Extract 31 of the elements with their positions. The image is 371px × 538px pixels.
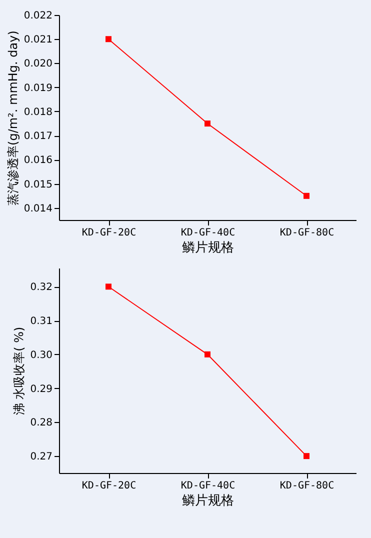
y-tick-label: 0.022 bbox=[24, 10, 52, 22]
y-tick-label: 0.32 bbox=[30, 282, 52, 294]
y-tick-label: 0.015 bbox=[24, 179, 52, 190]
x-tick-label: KD-GF-80C bbox=[280, 480, 334, 492]
x-tick-label: KD-GF-20C bbox=[82, 480, 136, 492]
point bbox=[204, 120, 210, 127]
y-tick-label: 0.016 bbox=[24, 155, 52, 166]
y-axis-title: 蒸汽渗透率(g/m². mmHg. day) bbox=[6, 30, 20, 206]
x-tick-label: KD-GF-20C bbox=[82, 228, 136, 238]
x-tick-label: KD-GF-80C bbox=[280, 228, 334, 238]
point bbox=[304, 192, 310, 199]
x-tick-label: KD-GF-40C bbox=[180, 228, 236, 238]
y-tick-label: 0.021 bbox=[24, 34, 52, 46]
y-axis-title: 沸 水吸收率( %) bbox=[12, 326, 26, 416]
x-axis-title: 鳞片规格 bbox=[182, 240, 234, 256]
x-axis-title: 鳞片规格 bbox=[182, 494, 234, 508]
y-tick-label: 0.30 bbox=[30, 350, 52, 361]
y-tick-label: 0.020 bbox=[24, 58, 52, 70]
point bbox=[204, 351, 210, 358]
point bbox=[106, 36, 112, 42]
y-tick-label: 0.31 bbox=[30, 316, 52, 328]
y-tick-label: 0.018 bbox=[24, 106, 52, 118]
y-tick-label: 0.014 bbox=[24, 203, 52, 214]
y-tick-label: 0.27 bbox=[30, 452, 52, 463]
point bbox=[304, 453, 310, 460]
y-tick-label: 0.017 bbox=[24, 131, 52, 142]
y-tick-label: 0.019 bbox=[24, 82, 52, 94]
y-tick-label: 0.29 bbox=[30, 384, 52, 395]
point bbox=[106, 284, 112, 290]
x-tick-label: KD-GF-40C bbox=[180, 480, 236, 492]
y-tick-label: 0.28 bbox=[30, 418, 52, 429]
